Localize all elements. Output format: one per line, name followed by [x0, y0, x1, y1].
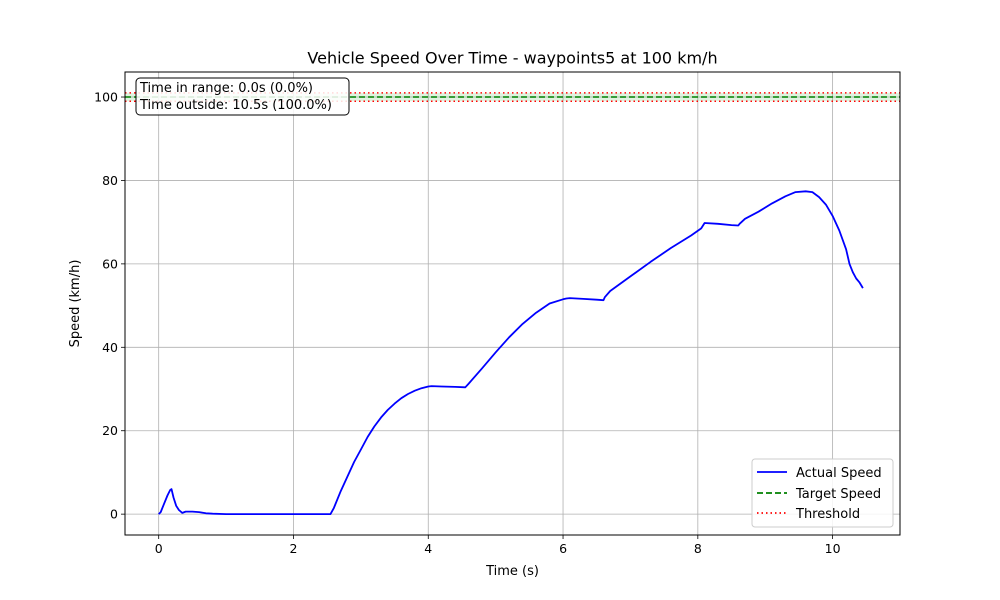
stats-annotation: Time in range: 0.0s (0.0%) Time outside:… — [135, 77, 350, 116]
y-axis-ticks: 0 20 40 60 80 100 — [94, 90, 125, 522]
legend-box — [751, 458, 894, 528]
x-tick-label: 0 — [155, 541, 163, 556]
y-tick-label: 100 — [94, 90, 118, 105]
y-axis-label: Speed (km/h) — [68, 260, 83, 348]
y-tick-label: 40 — [102, 340, 118, 355]
annotation-time-in-range: Time in range: 0.0s (0.0%) — [139, 81, 313, 96]
y-tick-label: 80 — [102, 173, 118, 188]
chart-title: Vehicle Speed Over Time - waypoints5 at … — [307, 49, 717, 68]
series-lines — [125, 92, 900, 515]
plot-frame — [124, 71, 901, 536]
legend-label-threshold: Threshold — [795, 507, 860, 522]
y-tick-label: 60 — [102, 256, 118, 271]
actual-speed-line — [158, 190, 864, 515]
x-axis-label: Time (s) — [485, 564, 539, 579]
annotation-box — [135, 77, 350, 116]
x-tick-label: 2 — [290, 541, 298, 556]
x-tick-label: 6 — [559, 541, 567, 556]
x-tick-label: 10 — [825, 541, 841, 556]
x-tick-label: 4 — [424, 541, 432, 556]
y-tick-label: 20 — [102, 423, 118, 438]
legend-label-actual-speed: Actual Speed — [796, 466, 882, 481]
legend: Actual Speed Target Speed Threshold — [751, 458, 894, 528]
annotation-time-outside: Time outside: 10.5s (100.0%) — [139, 98, 332, 113]
legend-label-target-speed: Target Speed — [795, 487, 881, 502]
x-axis-ticks: 0 2 4 6 8 10 — [155, 535, 841, 556]
x-tick-label: 8 — [694, 541, 702, 556]
y-tick-label: 0 — [110, 507, 118, 522]
